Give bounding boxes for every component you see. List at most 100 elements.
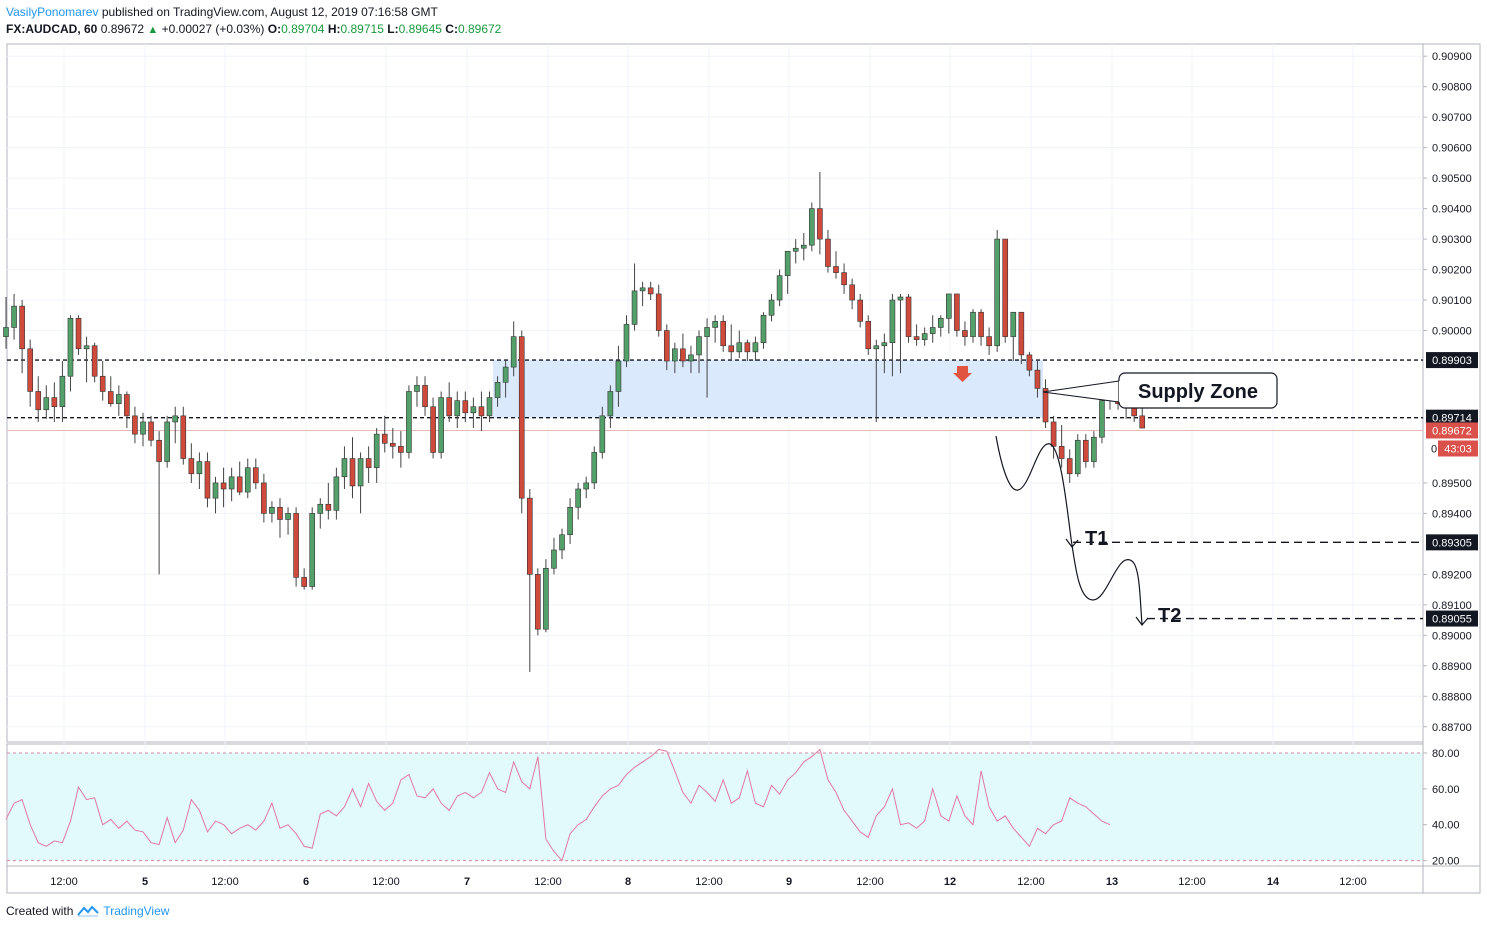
candle-body	[99, 375, 106, 392]
candle-body	[631, 290, 638, 325]
candle	[623, 315, 630, 368]
candle	[462, 391, 469, 422]
candle-body	[946, 293, 952, 319]
candle	[631, 263, 638, 331]
y-tick-label: 0.88900	[1432, 661, 1472, 673]
candle-body	[261, 482, 267, 514]
y-tick-label: 0.90900	[1432, 51, 1472, 63]
candle	[929, 315, 936, 343]
candle-body	[994, 238, 1000, 347]
candle	[800, 232, 807, 261]
candle-body	[591, 452, 598, 484]
rsi-tick-label: 20.00	[1432, 856, 1460, 868]
candle-body	[599, 415, 606, 453]
candle-body	[357, 458, 364, 487]
candle	[494, 376, 501, 407]
candle-body	[728, 345, 735, 353]
candle-body	[220, 482, 227, 490]
candle	[253, 458, 259, 490]
candle-body	[406, 391, 412, 453]
candle-body	[116, 394, 122, 404]
y-tick-label: 0.90500	[1432, 173, 1472, 185]
candle-body	[1091, 436, 1097, 462]
candle	[285, 507, 291, 535]
x-tick-label: 12:00	[50, 876, 78, 888]
ohlc-line: FX:AUDCAD, 60 0.89672 ▲ +0.00027 (+0.03%…	[6, 21, 501, 39]
candle-body	[518, 336, 525, 499]
candle	[672, 342, 678, 374]
candle-body	[551, 549, 557, 569]
candle-body	[212, 482, 219, 499]
candle-body	[913, 336, 920, 340]
candle-body	[236, 476, 243, 493]
candle	[43, 385, 50, 419]
candle	[75, 315, 82, 355]
candle-body	[881, 342, 888, 347]
candle	[647, 281, 654, 301]
candle-body	[575, 488, 581, 508]
candle-body	[962, 330, 968, 337]
candle	[1042, 379, 1049, 429]
candle-body	[3, 327, 9, 337]
price-axis-label: 0.89055	[1426, 610, 1478, 627]
candle	[1018, 311, 1025, 365]
y-tick-label: 0.90700	[1432, 112, 1472, 124]
x-tick-label: 12	[944, 876, 956, 888]
candle-body	[921, 333, 928, 340]
candle	[228, 467, 235, 502]
chart-canvas[interactable]: 12:00 5 12:00 6 12:00 7 12:00 8 12:00 9 12:00 12 12:…	[0, 0, 1487, 900]
candle	[889, 293, 896, 377]
candle-body	[543, 567, 549, 630]
price-axis-label-bg	[1426, 422, 1478, 439]
tradingview-logo-icon	[77, 905, 100, 917]
candle	[164, 415, 170, 468]
candle	[1058, 425, 1065, 468]
candle	[728, 324, 735, 361]
price-axis-label-text: 0.89305	[1432, 537, 1472, 549]
candle	[470, 397, 477, 429]
candle-body	[317, 503, 324, 514]
author-link[interactable]: VasilyPonomarev	[6, 5, 99, 19]
candle-body	[11, 305, 17, 328]
candle-body	[301, 577, 307, 587]
price-axis-label: 0.89672	[1426, 422, 1478, 439]
candle	[244, 458, 251, 499]
candle	[1002, 238, 1009, 343]
candle-body	[75, 318, 82, 350]
candle	[873, 339, 880, 422]
candle-body	[567, 507, 573, 536]
candle-body	[1058, 446, 1065, 459]
t2-label: T2	[1158, 605, 1181, 627]
candle	[156, 431, 162, 575]
candle	[986, 327, 992, 355]
rsi-tick-label: 60.00	[1432, 784, 1460, 796]
candle-body	[784, 250, 791, 276]
x-tick-label: 12:00	[372, 876, 400, 888]
price-axis-label-text: 0.89055	[1432, 614, 1472, 626]
candle	[406, 385, 412, 459]
supply-zone-label: Supply Zone	[1138, 381, 1258, 403]
candle-body	[712, 321, 718, 328]
candle	[196, 452, 203, 490]
price-axis-label: 0.89903	[1426, 352, 1478, 369]
candle-body	[277, 507, 283, 520]
price-axis-label-text: 43:03	[1444, 443, 1472, 455]
candle-body	[244, 467, 251, 493]
up-triangle-icon: ▲	[147, 24, 159, 36]
down-arrow-icon	[953, 366, 972, 382]
candle	[438, 391, 444, 459]
publish-info: published on TradingView.com, August 12,…	[101, 5, 438, 19]
candle-body	[470, 406, 477, 414]
candle-body	[91, 345, 98, 377]
candle	[526, 489, 533, 672]
candle-body	[180, 415, 187, 459]
candle-body	[1099, 400, 1105, 438]
candle	[83, 336, 90, 383]
y-tick-label: 0.90800	[1432, 82, 1472, 94]
candle	[381, 415, 388, 453]
tradingview-brand[interactable]: TradingView	[103, 904, 170, 918]
candle	[591, 446, 598, 490]
candle	[704, 318, 710, 398]
x-tick-label: 8	[625, 876, 631, 888]
candle-body	[680, 348, 686, 362]
